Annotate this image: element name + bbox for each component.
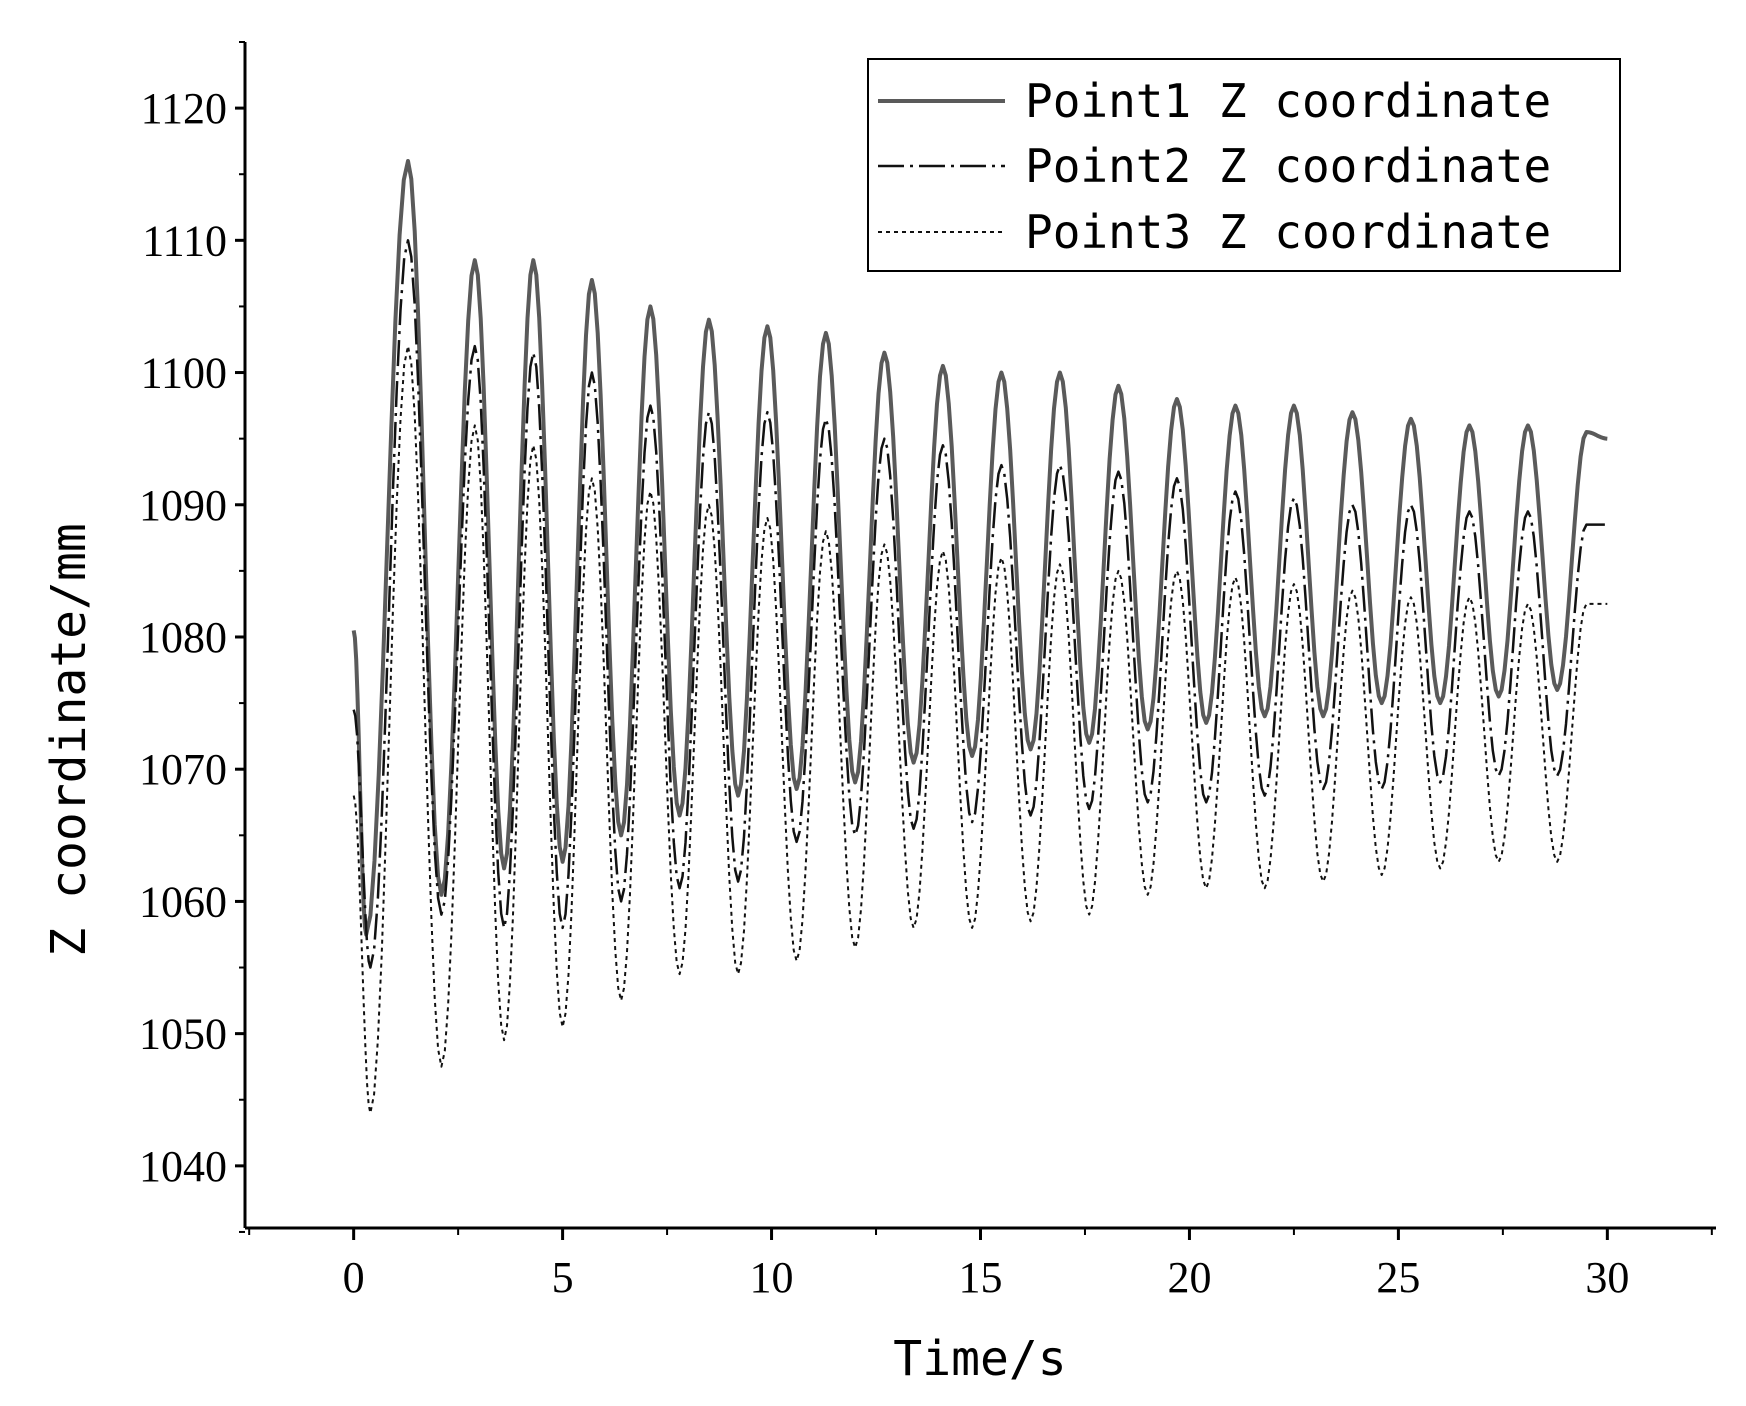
legend-label-point3: Point3 Z coordinate [1025,205,1551,259]
legend: Point1 Z coordinate Point2 Z coordinate … [867,58,1621,272]
x-tick-label: 25 [1376,1253,1420,1302]
series-line-1 [351,159,1608,937]
ticks: 1040 1050 1060 1070 1080 1090 1100 1110 1120 0 5 10… [139,41,1713,1302]
legend-label-point2: Point2 Z coordinate [1025,139,1551,193]
y-tick-label: 1120 [141,84,227,133]
y-tick-label: 1100 [141,349,227,398]
y-tick-label: 1070 [139,745,227,794]
x-tick-label: 20 [1167,1253,1211,1302]
y-tick-label: 1050 [139,1010,227,1059]
series-line-3 [352,345,1608,1114]
x-tick-label: 0 [343,1253,365,1302]
legend-label-point1: Point1 Z coordinate [1025,74,1551,128]
x-tick-label: 15 [959,1253,1003,1302]
x-axis-title: Time/s [893,1331,1066,1387]
x-tick-label: 30 [1585,1253,1629,1302]
y-tick-label: 1090 [139,481,227,530]
series-layer [351,159,1608,1114]
x-tick-label: 5 [552,1253,574,1302]
series-line-2 [352,239,1608,969]
y-axis-title: Z coordinate/mm [41,523,97,956]
y-tick-label: 1110 [142,216,227,265]
y-tick-label: 1060 [139,877,227,926]
y-tick-label: 1040 [139,1142,227,1191]
y-tick-label: 1080 [139,613,227,662]
x-tick-label: 10 [750,1253,794,1302]
